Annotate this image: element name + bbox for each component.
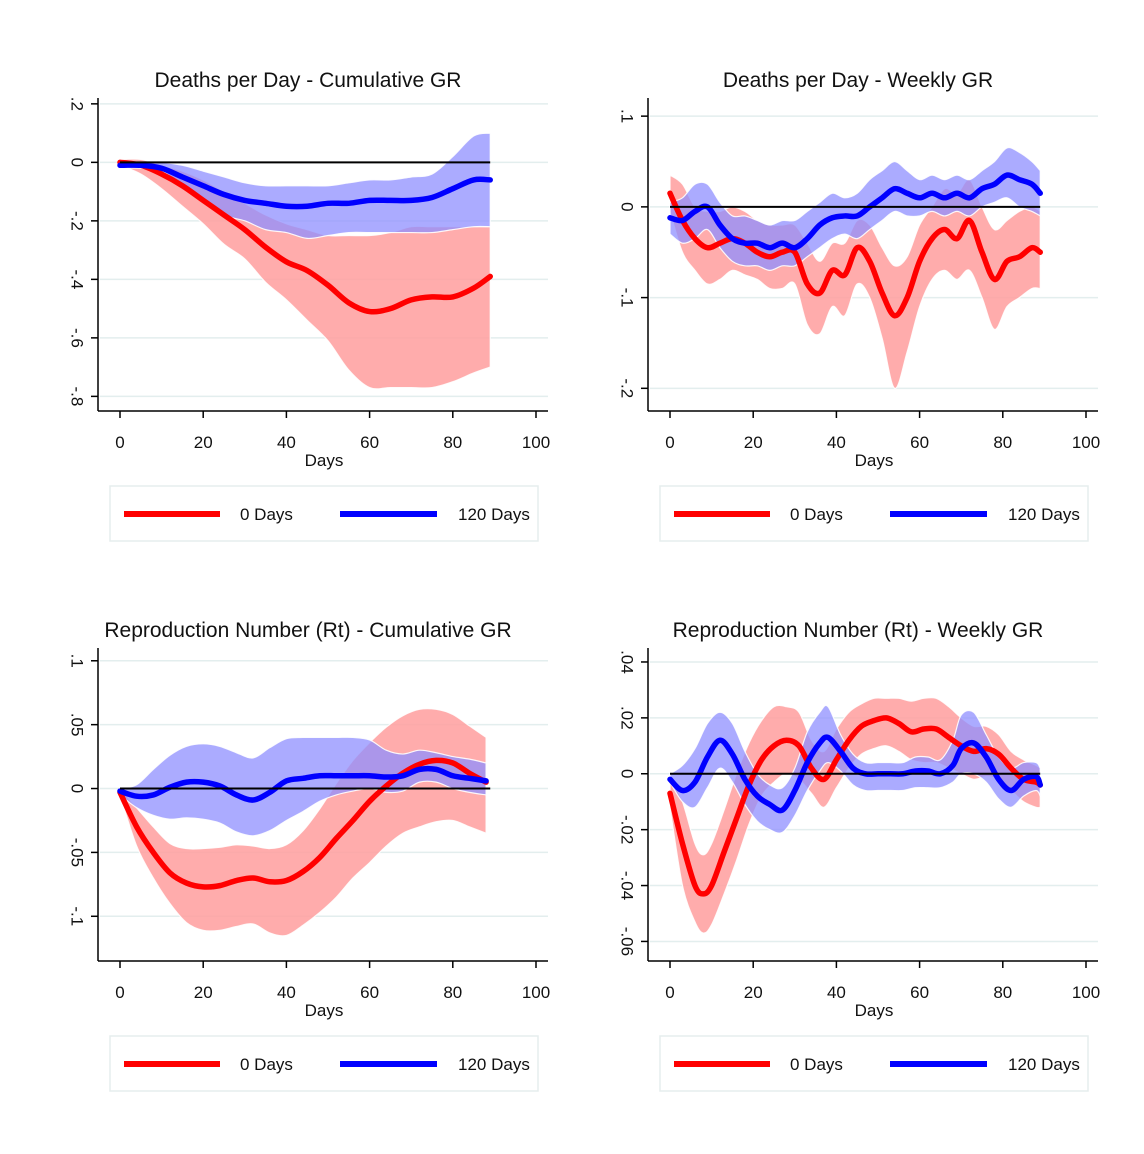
y-tick-label: .04: [618, 650, 637, 674]
legend: 0 Days 120 Days: [659, 485, 1089, 542]
y-tick-label: -.1: [68, 906, 87, 926]
x-axis-label: Days: [855, 1001, 894, 1020]
series-line-red: [117, 159, 493, 315]
series-line-blue: [667, 734, 1043, 814]
y-tick-label: 0: [68, 784, 87, 793]
x-tick-label: 60: [910, 983, 929, 1002]
y-tick-label: 0: [618, 769, 637, 778]
chart-title: Deaths per Day - Cumulative GR: [155, 69, 462, 92]
legend-label-0-days: 0 Days: [240, 1055, 293, 1074]
x-tick-label: 40: [277, 433, 296, 452]
chart-panel-3: Reproduction Number (Rt) - Cumulative GR…: [68, 619, 550, 1092]
y-tick-label: -.8: [68, 386, 87, 406]
y-tick-label: -.05: [68, 838, 87, 867]
chart-panel-1: Deaths per Day - Cumulative GR .2 0 -.2 -.4 -…: [68, 69, 550, 542]
x-tick-label: 60: [360, 983, 379, 1002]
chart-panel-2: Deaths per Day - Weekly GR .1 0 -.1 -.2 0 20 40…: [618, 69, 1100, 542]
y-tick-label: -.06: [618, 927, 637, 956]
x-axis-label: Days: [305, 1001, 344, 1020]
x-tick-label: 20: [744, 433, 763, 452]
series-line-blue: [117, 162, 493, 210]
legend-label-120-days: 120 Days: [458, 505, 530, 524]
chart-title: Reproduction Number (Rt) - Weekly GR: [673, 619, 1044, 642]
y-tick-label: -.1: [618, 288, 637, 308]
chart-title: Deaths per Day - Weekly GR: [723, 69, 993, 92]
chart-title: Reproduction Number (Rt) - Cumulative GR: [104, 619, 511, 642]
x-tick-label: 20: [744, 983, 763, 1002]
series-line-blue: [667, 172, 1043, 251]
x-tick-label: 80: [993, 983, 1012, 1002]
legend: 0 Days 120 Days: [109, 1035, 539, 1092]
x-tick-label: 80: [443, 433, 462, 452]
y-tick-label: -.6: [68, 328, 87, 348]
x-tick-label: 0: [115, 433, 124, 452]
x-tick-label: 60: [910, 433, 929, 452]
x-tick-label: 0: [665, 433, 674, 452]
y-tick-label: -.02: [618, 815, 637, 844]
legend: 0 Days 120 Days: [109, 485, 539, 542]
x-tick-label: 80: [443, 983, 462, 1002]
x-tick-label: 60: [360, 433, 379, 452]
legend-label-0-days: 0 Days: [790, 1055, 843, 1074]
x-tick-label: 100: [522, 983, 550, 1002]
y-tick-label: -.04: [618, 871, 637, 900]
x-tick-label: 80: [993, 433, 1012, 452]
series-line-blue: [117, 765, 489, 803]
y-tick-label: .2: [68, 97, 87, 111]
legend-label-0-days: 0 Days: [790, 505, 843, 524]
x-tick-label: 20: [194, 433, 213, 452]
legend-label-120-days: 120 Days: [1008, 505, 1080, 524]
y-tick-label: .1: [618, 109, 637, 123]
y-tick-label: 0: [68, 158, 87, 167]
series-line-red: [117, 757, 489, 890]
confidence-band-blue: [669, 146, 1041, 271]
x-tick-label: 40: [277, 983, 296, 1002]
confidence-band-blue: [119, 132, 491, 240]
y-tick-label: .02: [618, 706, 637, 730]
y-tick-label: .05: [68, 713, 87, 737]
y-tick-label: -.2: [618, 378, 637, 398]
legend-label-120-days: 120 Days: [1008, 1055, 1080, 1074]
y-tick-label: -.4: [68, 269, 87, 289]
chart-panel-4: Reproduction Number (Rt) - Weekly GR .04.…: [618, 619, 1100, 1092]
x-tick-label: 0: [115, 983, 124, 1002]
y-tick-label: .1: [68, 654, 87, 668]
legend: 0 Days 120 Days: [659, 1035, 1089, 1092]
x-axis-label: Days: [855, 451, 894, 470]
series-line-red: [667, 715, 1043, 897]
legend-label-120-days: 120 Days: [458, 1055, 530, 1074]
x-tick-label: 40: [827, 433, 846, 452]
x-tick-label: 100: [1072, 433, 1100, 452]
x-axis-label: Days: [305, 451, 344, 470]
x-tick-label: 0: [665, 983, 674, 1002]
legend-label-0-days: 0 Days: [240, 505, 293, 524]
confidence-band-blue: [119, 736, 487, 837]
x-tick-label: 20: [194, 983, 213, 1002]
y-tick-label: -.2: [68, 211, 87, 231]
x-tick-label: 100: [1072, 983, 1100, 1002]
y-tick-label: 0: [618, 202, 637, 211]
x-tick-label: 100: [522, 433, 550, 452]
x-tick-label: 40: [827, 983, 846, 1002]
